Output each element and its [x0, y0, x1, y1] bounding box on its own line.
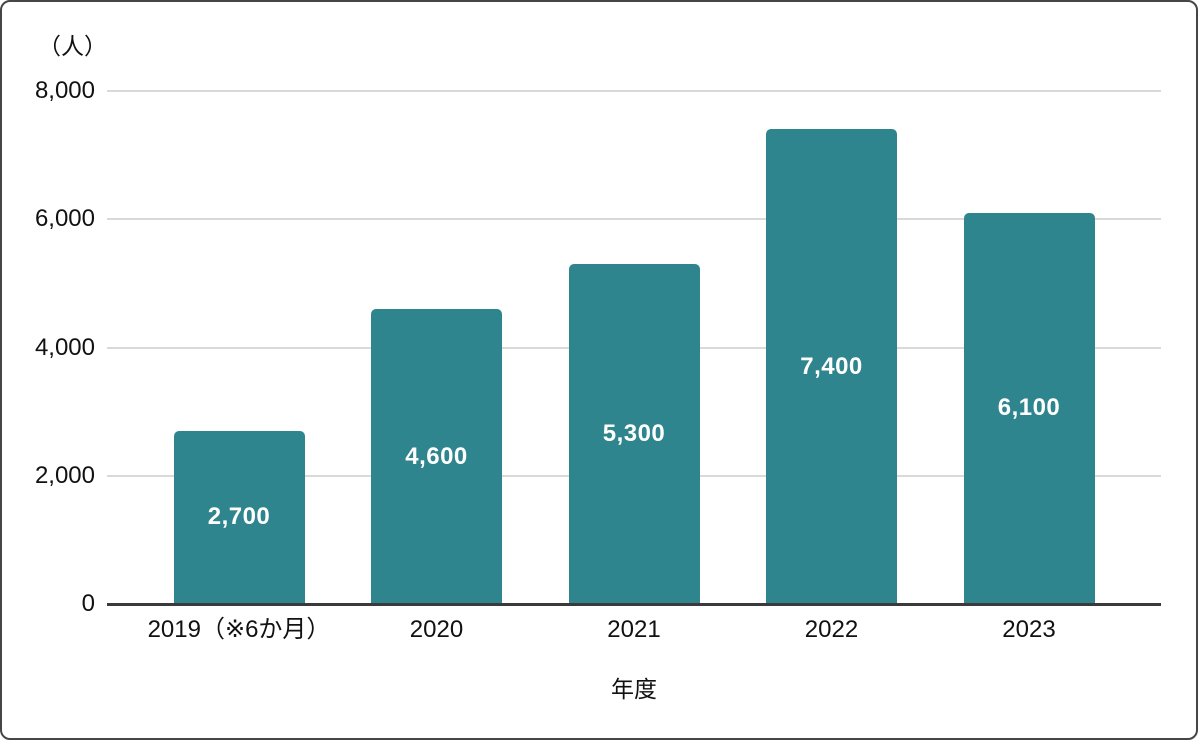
bar: 4,600	[371, 309, 502, 604]
bar: 7,400	[766, 129, 897, 604]
bar-value-label: 4,600	[405, 442, 468, 470]
x-tick-label: 2022	[804, 616, 859, 643]
x-tick-label: 2021	[607, 616, 661, 643]
y-tick-label: 2,000	[34, 461, 95, 489]
x-axis-title: 年度	[611, 676, 657, 702]
gridline	[107, 90, 1161, 92]
y-tick-label: 0	[81, 590, 95, 617]
bar-value-label: 2,700	[207, 503, 271, 531]
x-tick-label: 2019（※6か月）	[147, 616, 331, 643]
x-tick-label: 2020	[409, 616, 464, 643]
bar-value-label: 5,300	[602, 420, 666, 448]
bar: 2,700	[173, 430, 305, 604]
y-axis-unit-label: （人）	[38, 33, 107, 59]
bar-value-label: 6,100	[997, 394, 1061, 422]
y-tick-label: 6,000	[34, 205, 95, 233]
x-tick-label: 2023	[1002, 616, 1056, 643]
bar: 5,300	[568, 264, 700, 604]
gridline	[107, 218, 1161, 221]
bar-value-label: 7,400	[800, 352, 863, 380]
y-tick-label: 4,000	[34, 333, 95, 361]
x-axis-line	[107, 603, 1161, 606]
y-tick-label: 8,000	[34, 77, 95, 104]
bar: 6,100	[963, 212, 1095, 604]
